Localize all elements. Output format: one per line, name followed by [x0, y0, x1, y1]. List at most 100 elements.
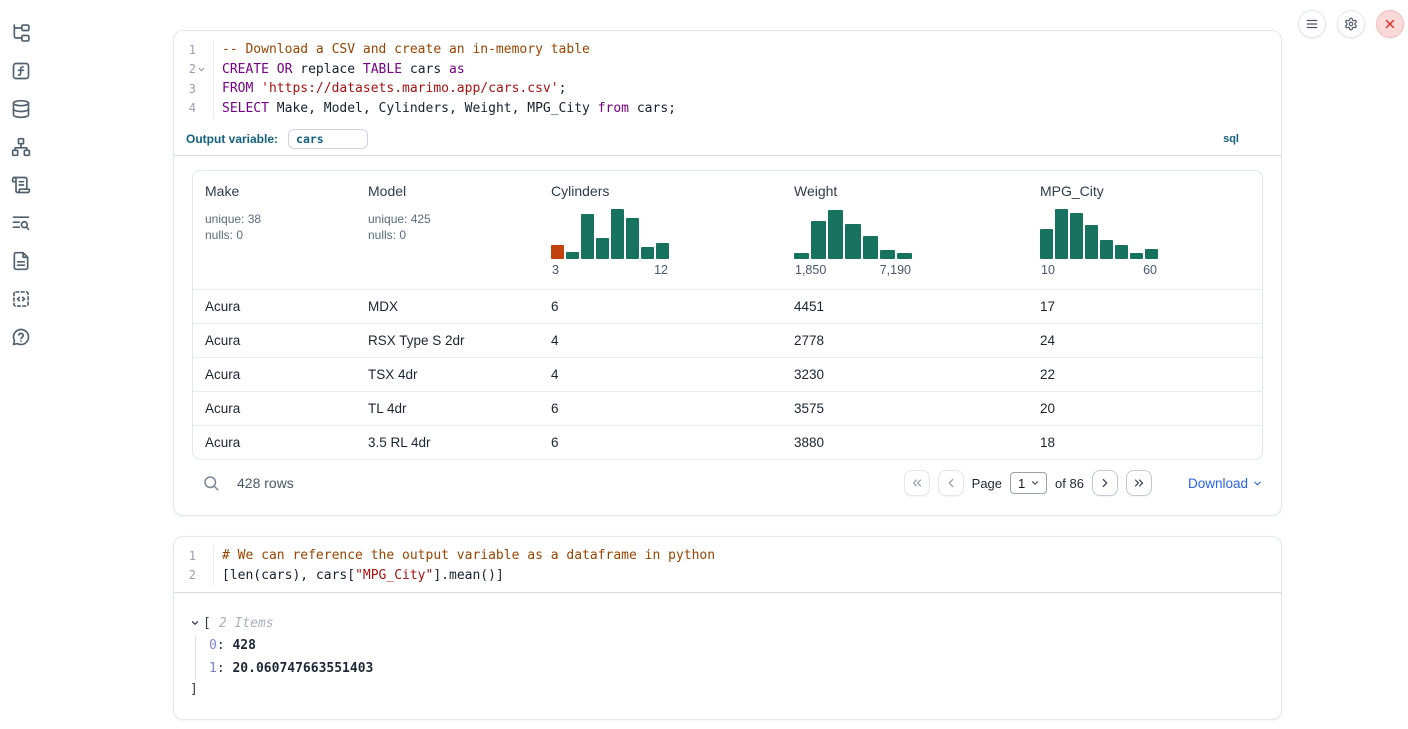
table-cell: 6: [539, 426, 782, 459]
table-cell: 6: [539, 290, 782, 323]
histogram-bar[interactable]: [1055, 209, 1068, 259]
text-search-icon[interactable]: [10, 212, 32, 234]
histogram-bar[interactable]: [811, 221, 826, 259]
histogram-bar[interactable]: [656, 243, 669, 259]
column-header-weight[interactable]: Weight1,8507,190: [782, 171, 1028, 289]
table-cell: 17: [1028, 290, 1262, 323]
column-stat: unique: 38: [205, 211, 344, 227]
settings-gear-icon[interactable]: [1337, 10, 1365, 38]
line-number: 2: [174, 60, 207, 80]
table-cell: 2778: [782, 324, 1028, 357]
column-header-cylinders[interactable]: Cylinders312: [539, 171, 782, 289]
histogram-bar[interactable]: [1070, 213, 1083, 259]
histogram-bar[interactable]: [626, 218, 639, 259]
histogram-bar[interactable]: [1115, 245, 1128, 259]
table-cell: 3.5 RL 4dr: [356, 426, 539, 459]
file-tree-icon[interactable]: [10, 22, 32, 44]
histogram-bar[interactable]: [611, 209, 624, 259]
table-cell: 4451: [782, 290, 1028, 323]
histogram-bar[interactable]: [641, 247, 654, 259]
histogram-bar[interactable]: [828, 210, 843, 259]
first-page-button[interactable]: [904, 470, 930, 496]
helper-panel-sidebar: [0, 0, 42, 729]
menu-icon[interactable]: [1298, 10, 1326, 38]
histogram-bar[interactable]: [596, 238, 609, 259]
histogram-bar[interactable]: [581, 214, 594, 259]
table-header-row: Makeunique: 38nulls: 0Modelunique: 425nu…: [193, 171, 1262, 289]
database-icon[interactable]: [10, 98, 32, 120]
function-square-icon[interactable]: [10, 60, 32, 82]
histogram-bar[interactable]: [1040, 229, 1053, 259]
line-number: 2: [174, 566, 207, 586]
table-cell: 6: [539, 392, 782, 425]
histogram-bars[interactable]: [1040, 207, 1158, 259]
histogram-bar[interactable]: [845, 224, 860, 259]
download-button[interactable]: Download: [1188, 476, 1263, 491]
table-row[interactable]: AcuraRSX Type S 2dr4277824: [193, 323, 1262, 357]
table-cell: Acura: [193, 426, 356, 459]
code-snippet-icon[interactable]: [10, 288, 32, 310]
item-colon: :: [217, 638, 233, 653]
histogram-bar[interactable]: [1100, 240, 1113, 259]
column-header-model[interactable]: Modelunique: 425nulls: 0: [356, 171, 539, 289]
column-stat: unique: 425: [368, 211, 527, 227]
collapse-chevron-icon[interactable]: [190, 618, 200, 628]
table-row[interactable]: AcuraMDX6445117: [193, 289, 1262, 323]
item-index: 1: [209, 661, 217, 676]
table-cell: 3575: [782, 392, 1028, 425]
table-row[interactable]: AcuraTL 4dr6357520: [193, 391, 1262, 425]
output-variable-row: Output variable: sql: [174, 125, 1281, 156]
python-code-editor[interactable]: 12 # We can reference the output variabl…: [174, 537, 1281, 592]
file-text-icon[interactable]: [10, 250, 32, 272]
histogram-bar[interactable]: [863, 236, 878, 259]
code-token: from: [598, 101, 629, 116]
network-icon[interactable]: [10, 136, 32, 158]
histogram-bar[interactable]: [794, 253, 809, 259]
close-x-icon[interactable]: [1376, 10, 1404, 38]
previous-page-button[interactable]: [938, 470, 964, 496]
item-value: 428: [232, 638, 255, 653]
items-count: 2 Items: [219, 616, 274, 631]
table-cell: 18: [1028, 426, 1262, 459]
histogram-bar[interactable]: [1145, 249, 1158, 259]
column-header-make[interactable]: Makeunique: 38nulls: 0: [193, 171, 356, 289]
histogram-bars[interactable]: [551, 207, 669, 259]
tree-root: [ 2 Items: [190, 613, 1265, 633]
fold-chevron-icon[interactable]: [196, 65, 207, 74]
table-row[interactable]: AcuraTSX 4dr4323022: [193, 357, 1262, 391]
table-body: AcuraMDX6445117AcuraRSX Type S 2dr427782…: [193, 289, 1262, 459]
table-row[interactable]: Acura3.5 RL 4dr6388018: [193, 425, 1262, 459]
next-page-button[interactable]: [1092, 470, 1118, 496]
line-number-text: 3: [174, 82, 196, 96]
table-cell: 3230: [782, 358, 1028, 391]
histogram-bars[interactable]: [794, 207, 912, 259]
histogram-bar[interactable]: [897, 253, 912, 259]
chevron-down-icon: [1252, 478, 1263, 489]
search-icon[interactable]: [202, 474, 220, 492]
last-page-button[interactable]: [1126, 470, 1152, 496]
histogram-range-labels: 312: [551, 263, 669, 277]
page-total: of 86: [1055, 476, 1084, 491]
help-bubble-icon[interactable]: [10, 326, 32, 348]
column-header-mpg_city[interactable]: MPG_City1060: [1028, 171, 1262, 289]
output-variable-input[interactable]: [288, 129, 368, 149]
table-cell: 22: [1028, 358, 1262, 391]
histogram-bar[interactable]: [551, 245, 564, 259]
table-footer: 428 rows Page 1 of 86: [174, 460, 1281, 506]
histogram-bar[interactable]: [880, 250, 895, 259]
notebook-body: 1234 -- Download a CSV and create an in-…: [173, 30, 1282, 720]
item-colon: :: [217, 661, 233, 676]
tree-items: 0: 4281: 20.060747663551403: [195, 635, 1265, 680]
code-line: FROM 'https://datasets.marimo.app/cars.c…: [222, 79, 676, 99]
code-line: -- Download a CSV and create an in-memor…: [222, 40, 676, 60]
scroll-text-icon[interactable]: [10, 174, 32, 196]
histogram-bar[interactable]: [1085, 225, 1098, 259]
line-number: 3: [174, 79, 207, 99]
table-cell: RSX Type S 2dr: [356, 324, 539, 357]
histogram-bar[interactable]: [566, 252, 579, 259]
page-select[interactable]: 1: [1010, 472, 1047, 494]
histogram-bar[interactable]: [1130, 253, 1143, 259]
code-token: CREATE: [222, 62, 269, 77]
column-name: Model: [368, 183, 527, 199]
sql-code-editor[interactable]: 1234 -- Download a CSV and create an in-…: [174, 31, 1281, 125]
